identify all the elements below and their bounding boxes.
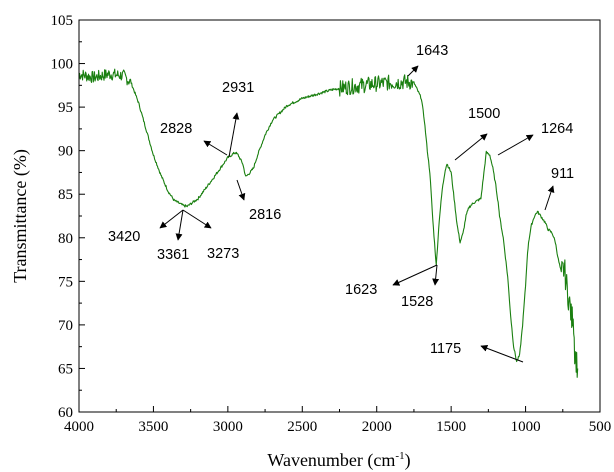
y-tick-label: 105: [51, 13, 74, 29]
y-tick-label: 100: [51, 57, 74, 73]
x-axis-title-close: ): [405, 450, 411, 471]
y-tick-label: 95: [58, 100, 73, 116]
x-tick-label: 2500: [287, 419, 317, 435]
annotation-arrow: [175, 209, 184, 241]
annotation-arrow: [236, 179, 246, 201]
annotation-arrow: [228, 112, 240, 158]
annotation-label: 1264: [541, 121, 573, 137]
annotation-arrow: [392, 264, 438, 286]
annotation-label: 3273: [207, 246, 239, 262]
annotation-arrow: [407, 65, 419, 77]
annotation-arrow: [497, 134, 534, 156]
x-axis-title: Wavenumber (cm-1): [267, 450, 410, 471]
annotation-arrow: [203, 140, 228, 156]
y-tick-label: 75: [58, 274, 73, 290]
annotation-arrow: [159, 209, 184, 229]
peak-annotations: 1643 2931 2828 1500 1264 911 2816 3420 3361 3273 1…: [108, 43, 574, 363]
annotation-arrow: [432, 264, 440, 286]
y-tick-label: 70: [58, 318, 73, 334]
x-tick-label: 1000: [511, 419, 541, 435]
annotation-label: 1623: [345, 282, 377, 298]
annotation-arrow: [544, 185, 555, 211]
annotation-label: 1500: [468, 106, 500, 122]
plot-area: [78, 68, 579, 378]
plot-frame: [78, 19, 601, 413]
annotation-arrow: [480, 344, 524, 363]
y-tick-label: 65: [58, 361, 73, 377]
annotation-arrow: [182, 209, 212, 229]
y-tick-label: 60: [58, 405, 73, 421]
annotation-label: 1175: [430, 341, 461, 357]
annotation-label: 1643: [416, 43, 448, 59]
x-axis-title-sup: -1: [395, 450, 404, 462]
annotation-label: 911: [551, 166, 574, 182]
x-tick-label: 2000: [362, 419, 392, 435]
y-tick-label: 85: [58, 187, 73, 203]
annotation-label: 1528: [401, 294, 433, 310]
y-tick-label: 90: [58, 144, 73, 160]
x-tick-label: 4000: [64, 419, 94, 435]
x-tick-label: 3000: [213, 419, 243, 435]
spectrum-line: [78, 68, 579, 378]
x-tick-label: 3500: [138, 419, 168, 435]
x-tick-label: 500: [589, 419, 612, 435]
y-tick-label: 80: [58, 231, 73, 247]
x-axis-title-main: Wavenumber (cm: [267, 450, 395, 471]
y-axis-title: Transmittance (%): [10, 149, 31, 283]
annotation-label: 2931: [222, 80, 254, 96]
annotation-label: 3361: [157, 247, 189, 263]
annotation-label: 2816: [249, 207, 281, 223]
axis-ticks: 4000 3500 3000 2500 2000 1500 1000 500 60 65 70 75 8…: [51, 13, 612, 435]
x-tick-label: 1500: [436, 419, 466, 435]
annotation-arrow: [454, 133, 488, 161]
annotation-label: 2828: [160, 121, 192, 137]
annotation-label: 3420: [108, 229, 140, 245]
